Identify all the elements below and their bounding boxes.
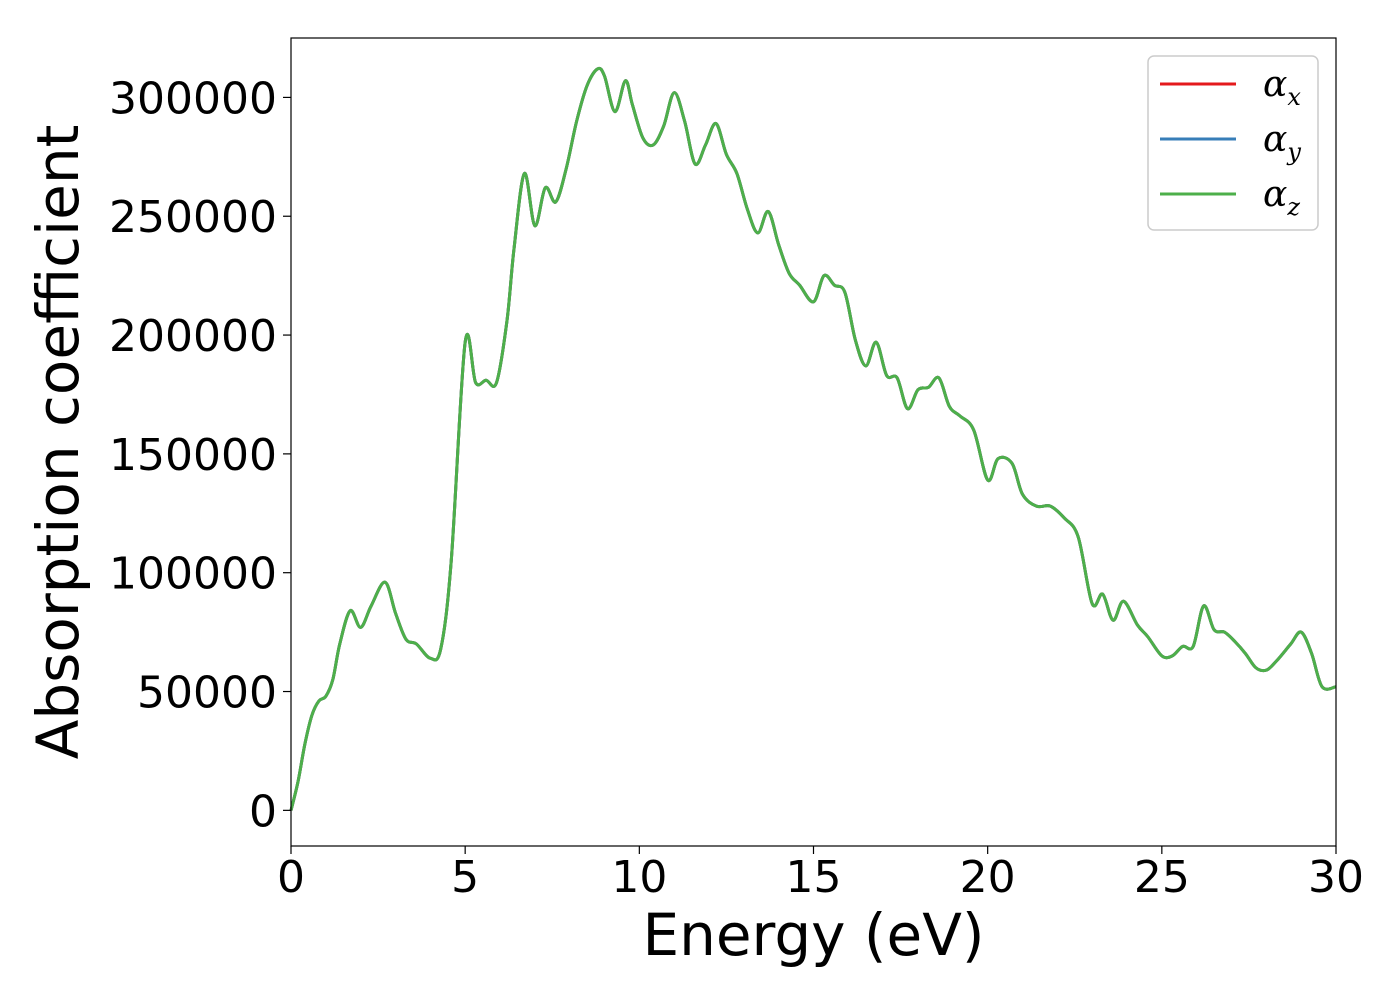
x-tick-label: 30 [1308, 852, 1364, 903]
series-line-alpha-z [289, 66, 1337, 811]
x-tick-label: 10 [611, 852, 667, 903]
legend-entry-subscript: z [1286, 193, 1300, 221]
legend-entry-subscript: y [1286, 138, 1301, 166]
legend-entry: αy [1263, 119, 1301, 166]
series-layer [289, 66, 1337, 811]
legend-entry-name: α [1263, 64, 1287, 105]
x-tick-label: 25 [1134, 852, 1190, 903]
legend-entry: αx [1263, 64, 1301, 111]
y-tick-label: 100000 [109, 549, 277, 600]
y-axis: 0 50000 100000 150000 200000 250000 300000 [109, 73, 291, 837]
legend-entry-name: α [1263, 174, 1287, 215]
x-tick-label: 0 [277, 852, 305, 903]
x-tick-label: 20 [960, 852, 1016, 903]
x-axis: 0 5 10 15 20 25 30 [277, 846, 1364, 903]
x-tick-label: 15 [786, 852, 842, 903]
legend-entry-name: α [1263, 119, 1287, 160]
legend-entry-subscript: x [1287, 83, 1301, 111]
y-tick-label: 200000 [109, 311, 277, 362]
legend-entry: αz [1263, 174, 1300, 221]
x-axis-label: Energy (eV) [642, 901, 984, 969]
y-tick-label: 50000 [137, 668, 277, 719]
x-tick-label: 5 [451, 852, 479, 903]
legend-box [1147, 55, 1319, 231]
y-tick-label: 300000 [109, 73, 277, 124]
y-tick-label: 0 [249, 786, 277, 837]
y-axis-label: Absorption coefficient [24, 125, 92, 760]
y-tick-label: 250000 [109, 192, 277, 243]
y-tick-label: 150000 [109, 430, 277, 481]
